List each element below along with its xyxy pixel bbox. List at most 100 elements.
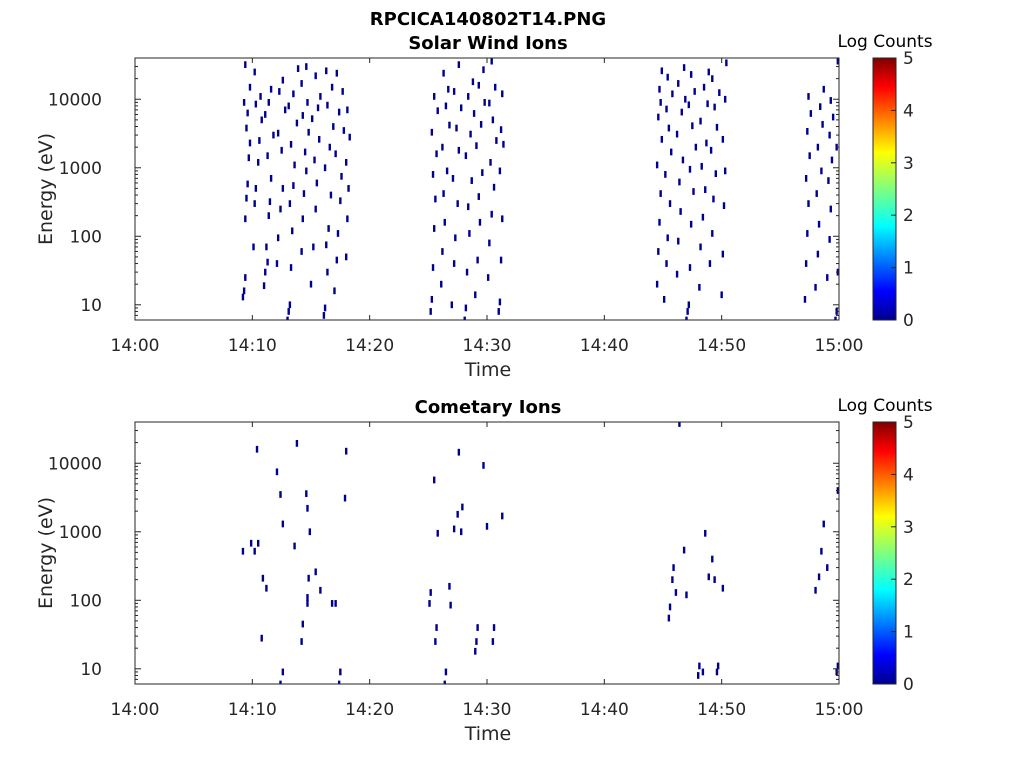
data-cell [723,95,727,103]
data-cell [279,205,282,213]
y-tick-label: 10 [80,296,102,316]
colorbar-tick-label: 0 [903,311,914,331]
data-cell [680,108,683,116]
data-cell [486,274,490,281]
data-cell [476,256,479,264]
data-cell [665,260,668,267]
data-cell [450,301,453,309]
data-cell [465,268,469,276]
data-cell [499,126,503,134]
data-cell [434,638,437,645]
data-cell [330,83,334,91]
data-cell [666,73,669,81]
data-cell [814,586,817,594]
data-cell [664,171,667,178]
data-cell [668,603,672,611]
data-cell [322,312,326,319]
data-cell [292,90,295,98]
data-cell [804,175,808,182]
data-cell [678,422,681,427]
data-cell [306,594,309,601]
figure-title: RPCICA140802T14.PNG [370,9,606,30]
data-cell [254,100,258,108]
data-cell [459,528,463,536]
data-cell [293,161,296,169]
data-cell [711,555,714,563]
data-cell [707,573,710,581]
data-cell [314,205,317,213]
data-cell [281,520,285,528]
data-cell [307,574,310,582]
data-cell [279,491,282,498]
data-cell [306,99,309,106]
data-cell [325,241,328,249]
data-cell [658,85,661,93]
data-cell [711,230,714,237]
data-cell [685,591,688,599]
data-cell [280,146,283,154]
data-cell [246,109,249,117]
data-cell [718,89,721,96]
data-cell [332,123,335,130]
data-cell [667,614,671,622]
data-cell [814,283,817,291]
data-cell [281,76,285,84]
data-cell [301,112,304,119]
data-cell [476,624,479,631]
data-cell [339,668,342,676]
data-cell [715,668,719,676]
data-cell [452,260,456,267]
data-cell [714,170,717,178]
data-cell [316,104,320,112]
data-cell [723,167,727,175]
data-cell [345,253,348,261]
data-cell [440,280,443,288]
data-cell [721,250,725,258]
colorbar-tick-label: 3 [903,154,914,174]
data-cell [246,180,249,188]
data-cell [456,200,459,207]
data-cell [806,230,809,237]
data-cell [265,584,268,592]
data-cell [339,197,342,205]
data-cell [260,634,263,642]
data-cell [702,83,706,91]
data-cell [442,69,445,77]
data-cell [704,186,707,193]
data-cell [340,172,343,180]
data-cell [296,65,300,72]
data-cell [325,67,328,75]
data-cell [665,105,668,113]
data-cell [245,194,248,202]
data-cell [711,75,714,82]
data-cell [444,668,448,676]
data-cell [334,150,337,158]
data-cell [278,88,281,95]
data-cell [449,601,452,609]
data-cell [497,308,500,315]
data-cell [809,110,813,117]
data-cell [713,103,716,111]
data-cell [329,191,333,199]
data-cell [312,243,315,251]
data-cell [708,260,712,267]
data-cell [483,99,486,106]
data-cell [287,308,290,315]
data-cell [452,525,456,533]
data-cell [441,248,444,255]
data-cell [336,230,340,237]
data-cell [699,243,702,251]
colorbar-label: Log Counts [837,396,932,416]
data-cell [700,162,703,170]
data-cell [463,316,466,320]
data-cell [482,66,485,74]
colorbar-tick-label: 1 [903,623,914,643]
data-cell [244,274,247,281]
x-tick-label: 14:50 [697,336,746,356]
y-tick-label: 100 [70,227,102,247]
data-cell [474,291,477,299]
data-cell [253,68,256,76]
data-cell [244,61,247,69]
data-cell [657,248,660,255]
data-cell [252,243,255,251]
